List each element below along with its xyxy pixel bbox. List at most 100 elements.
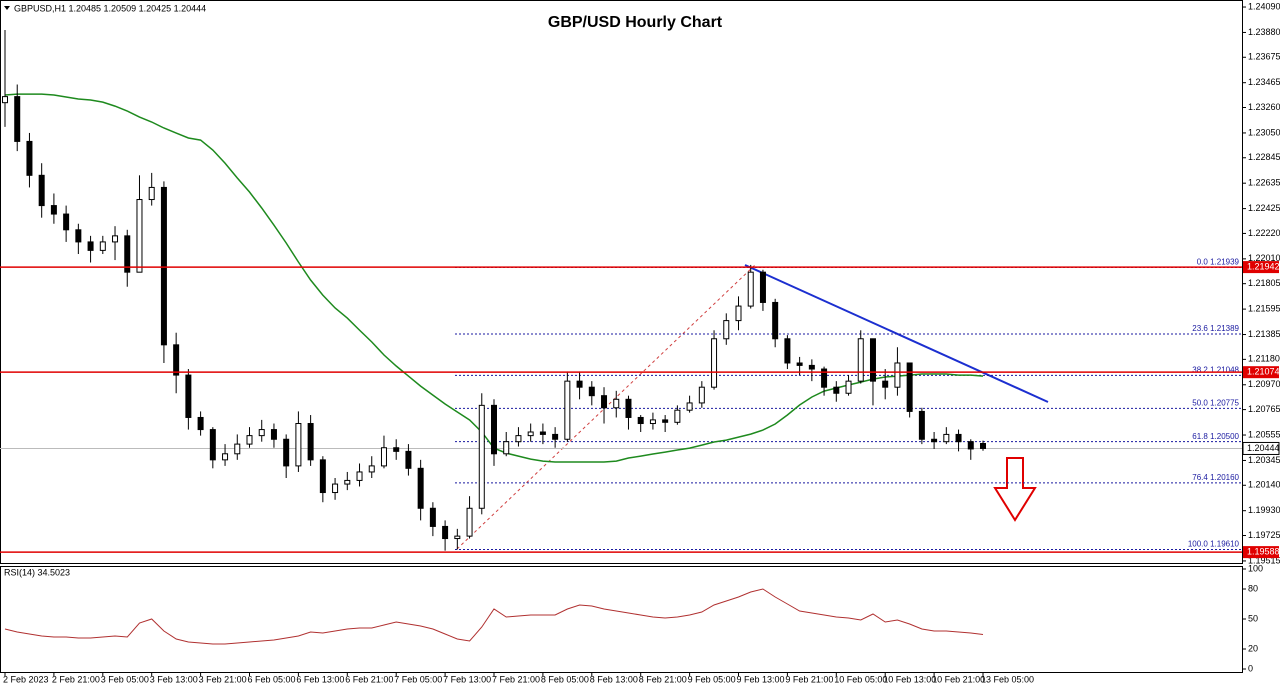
y-tick-label: 1.22010 bbox=[1248, 253, 1280, 263]
candle-body bbox=[319, 459, 326, 494]
menu-triangle bbox=[4, 6, 10, 10]
candle-body bbox=[869, 338, 876, 382]
y-tick-label: 1.21805 bbox=[1248, 278, 1280, 288]
current-price-label: 1.20444 bbox=[1247, 443, 1280, 453]
x-tick-label: 7 Feb 05:00 bbox=[394, 674, 442, 684]
candle-body bbox=[2, 96, 8, 104]
level-label: 1.21074 bbox=[1247, 367, 1280, 377]
x-tick-label: 8 Feb 13:00 bbox=[590, 674, 638, 684]
candle-body bbox=[63, 213, 70, 231]
candle-body bbox=[845, 380, 852, 394]
y-tick-label: 1.23465 bbox=[1248, 77, 1280, 87]
candle-body bbox=[356, 471, 363, 481]
x-tick-label: 6 Feb 13:00 bbox=[296, 674, 344, 684]
level-box bbox=[1243, 261, 1279, 274]
current-price-box bbox=[1242, 441, 1280, 455]
candle-body bbox=[246, 435, 253, 445]
candle-body bbox=[26, 140, 33, 176]
candle-body bbox=[918, 410, 925, 440]
candle-body bbox=[173, 344, 180, 376]
y-tick-label: 1.19725 bbox=[1248, 530, 1280, 540]
candle-body bbox=[625, 398, 632, 418]
candle-body bbox=[588, 386, 595, 397]
candle-body bbox=[576, 380, 583, 388]
candle-body bbox=[711, 338, 718, 388]
candle-body bbox=[735, 305, 742, 322]
candle-body bbox=[112, 235, 119, 243]
y-tick-label: 1.19930 bbox=[1248, 505, 1280, 515]
candle-body bbox=[442, 525, 449, 540]
x-tick-label: 13 Feb 05:00 bbox=[981, 674, 1034, 684]
y-tick-label: 1.22845 bbox=[1248, 152, 1280, 162]
candle-body bbox=[808, 364, 815, 370]
x-tick-label: 9 Feb 05:00 bbox=[688, 674, 736, 684]
candle-body bbox=[564, 380, 571, 440]
candle-body bbox=[160, 186, 167, 346]
candle-body bbox=[283, 438, 290, 467]
candle-body bbox=[270, 429, 277, 440]
level-box bbox=[1243, 546, 1279, 559]
candle-body bbox=[955, 433, 962, 443]
candle-body bbox=[14, 96, 21, 142]
x-tick-label: 9 Feb 13:00 bbox=[737, 674, 785, 684]
x-tick-label: 3 Feb 05:00 bbox=[101, 674, 149, 684]
candle-body bbox=[527, 431, 534, 437]
candle-body bbox=[686, 402, 693, 411]
y-tick-label: 1.23260 bbox=[1248, 102, 1280, 112]
y-tick-label: 1.20555 bbox=[1248, 429, 1280, 439]
level-label: 1.21942 bbox=[1247, 261, 1280, 271]
candle-body bbox=[857, 338, 864, 382]
candle-body bbox=[454, 535, 461, 540]
candle-body bbox=[637, 416, 644, 425]
main-frame bbox=[0, 0, 1243, 564]
y-tick-label: 20 bbox=[1248, 643, 1258, 653]
y-tick-label: 1.23050 bbox=[1248, 127, 1280, 137]
candle-body bbox=[552, 433, 559, 440]
y-tick-label: 1.21385 bbox=[1248, 329, 1280, 339]
candle-body bbox=[503, 441, 510, 455]
candle-body bbox=[613, 398, 620, 409]
fib-label: 23.6 1.21389 bbox=[1192, 324, 1239, 333]
y-tick-label: 1.20345 bbox=[1248, 455, 1280, 465]
y-tick-label: 1.21595 bbox=[1248, 303, 1280, 313]
candle-body bbox=[747, 271, 754, 307]
candle-body bbox=[759, 271, 766, 303]
candle-body bbox=[931, 438, 938, 443]
fib-label: 38.2 1.21048 bbox=[1192, 365, 1239, 374]
y-tick-label: 50 bbox=[1248, 613, 1258, 623]
candle-body bbox=[222, 453, 229, 461]
level-label: 1.19588 bbox=[1247, 546, 1280, 556]
candle-body bbox=[698, 386, 705, 404]
y-tick-label: 1.23675 bbox=[1248, 52, 1280, 62]
candle-body bbox=[980, 442, 986, 449]
candle-body bbox=[234, 443, 241, 455]
candle-body bbox=[906, 362, 913, 412]
y-tick-label: 1.24090 bbox=[1248, 1, 1280, 11]
x-tick-label: 10 Feb 13:00 bbox=[883, 674, 936, 684]
x-tick-label: 3 Feb 21:00 bbox=[199, 674, 247, 684]
y-tick-label: 1.22425 bbox=[1248, 203, 1280, 213]
candle-body bbox=[649, 419, 656, 425]
y-tick-label: 1.20765 bbox=[1248, 404, 1280, 414]
candle-body bbox=[723, 320, 730, 340]
candle-body bbox=[197, 416, 204, 431]
y-tick-label: 80 bbox=[1248, 583, 1258, 593]
candle-body bbox=[307, 423, 314, 461]
candle-body bbox=[185, 374, 192, 418]
x-tick-label: 7 Feb 13:00 bbox=[443, 674, 491, 684]
fib-label: 0.0 1.21939 bbox=[1197, 258, 1240, 267]
candle-body bbox=[601, 395, 608, 409]
x-tick-label: 3 Feb 13:00 bbox=[150, 674, 198, 684]
candle-body bbox=[882, 380, 889, 388]
x-tick-label: 7 Feb 21:00 bbox=[492, 674, 540, 684]
candle-body bbox=[393, 447, 400, 452]
y-tick-label: 1.19515 bbox=[1248, 555, 1280, 565]
candle-body bbox=[380, 447, 387, 467]
symbol-header: GBPUSD,H1 1.20485 1.20509 1.20425 1.2044… bbox=[14, 3, 206, 13]
x-tick-label: 2 Feb 21:00 bbox=[52, 674, 100, 684]
fib-label: 100.0 1.19610 bbox=[1188, 540, 1240, 549]
candle-body bbox=[674, 409, 681, 423]
